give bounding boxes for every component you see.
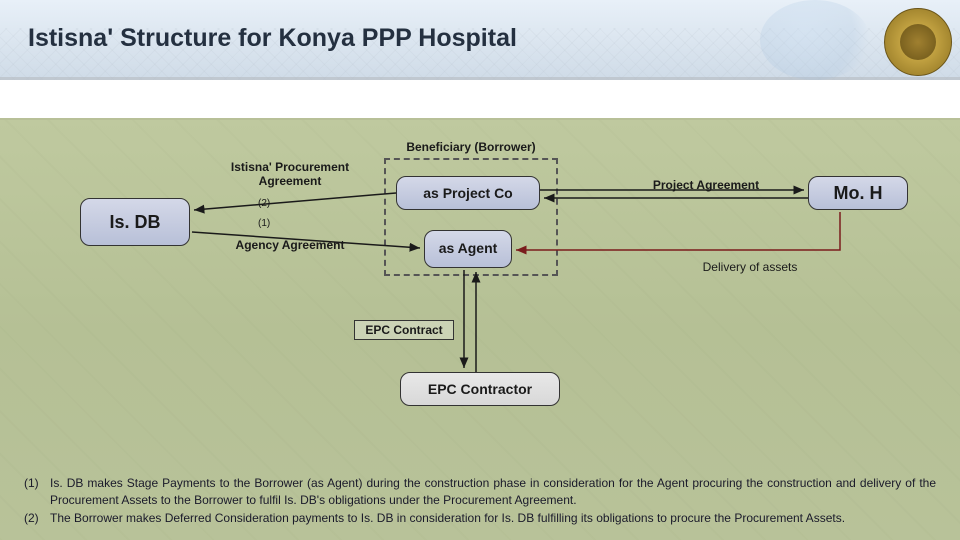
label-epc-contract: EPC Contract bbox=[354, 320, 454, 340]
label-delivery: Delivery of assets bbox=[680, 260, 820, 274]
node-epc-contractor: EPC Contractor bbox=[400, 372, 560, 406]
page-title: Istisna' Structure for Konya PPP Hospita… bbox=[28, 24, 517, 53]
footnote-1-num: (1) bbox=[24, 475, 44, 507]
white-band bbox=[0, 80, 960, 120]
footnotes: (1) Is. DB makes Stage Payments to the B… bbox=[24, 475, 936, 528]
logo-icon bbox=[884, 8, 952, 76]
label-step1: (1) bbox=[258, 218, 270, 229]
footnote-2-num: (2) bbox=[24, 510, 44, 526]
node-isdb: Is. DB bbox=[80, 198, 190, 246]
label-project-agreement: Project Agreement bbox=[636, 178, 776, 192]
label-agency-agreement: Agency Agreement bbox=[220, 238, 360, 252]
footnote-1: (1) Is. DB makes Stage Payments to the B… bbox=[24, 475, 936, 507]
label-step2: (2) bbox=[258, 198, 270, 209]
node-moh: Mo. H bbox=[808, 176, 908, 210]
node-agent: as Agent bbox=[424, 230, 512, 268]
node-project-co: as Project Co bbox=[396, 176, 540, 210]
footnote-2: (2) The Borrower makes Deferred Consider… bbox=[24, 510, 936, 526]
globe-decoration bbox=[760, 0, 870, 80]
footnote-1-text: Is. DB makes Stage Payments to the Borro… bbox=[50, 475, 936, 507]
beneficiary-label: Beneficiary (Borrower) bbox=[384, 140, 558, 154]
footnote-2-text: The Borrower makes Deferred Consideratio… bbox=[50, 510, 845, 526]
label-istisna-agreement: Istisna' Procurement Agreement bbox=[210, 160, 370, 188]
